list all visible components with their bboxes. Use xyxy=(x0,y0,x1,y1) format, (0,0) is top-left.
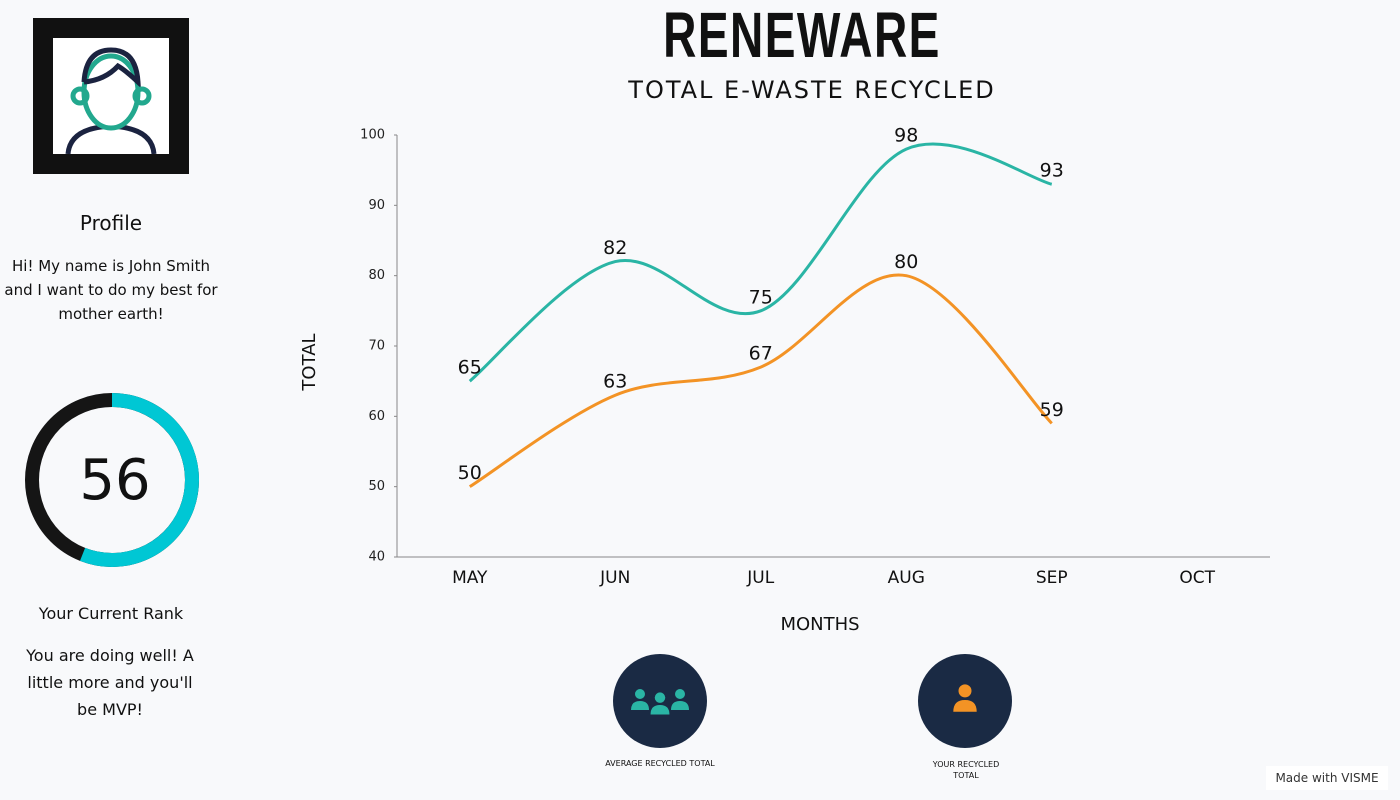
data-label: 98 xyxy=(894,125,918,147)
credit: Made with VISME xyxy=(1266,766,1388,790)
avatar-icon xyxy=(65,47,157,155)
y-tick-label: 70 xyxy=(368,339,385,354)
x-tick-label: SEP xyxy=(1036,568,1068,588)
chart-subtitle: TOTAL E-WASTE RECYCLED xyxy=(627,76,995,104)
profile-heading: Profile xyxy=(79,211,143,235)
legend-icon xyxy=(635,689,645,699)
legend-label: YOUR RECYCLED TOTAL xyxy=(932,760,1000,780)
series-line xyxy=(468,142,1053,383)
data-label: 59 xyxy=(1040,399,1064,421)
y-tick-label: 60 xyxy=(368,409,385,424)
data-label: 50 xyxy=(458,462,482,484)
rank-message: You are doing well! A little more and yo… xyxy=(26,646,194,719)
x-tick-label: JUN xyxy=(599,568,630,588)
x-tick-label: OCT xyxy=(1179,568,1215,588)
data-label: 63 xyxy=(603,371,627,393)
legend-icon xyxy=(671,701,689,710)
legend-icon xyxy=(650,705,670,715)
rank-ring-progress xyxy=(79,393,199,567)
y-tick-label: 40 xyxy=(368,550,385,565)
legend-icon xyxy=(953,700,977,712)
legend-icon xyxy=(631,701,649,710)
data-label: 80 xyxy=(894,251,918,273)
y-tick-label: 80 xyxy=(368,268,385,283)
app-title: RENEWARE xyxy=(663,0,941,71)
data-label: 65 xyxy=(458,357,482,379)
y-tick-label: 90 xyxy=(368,198,385,213)
y-axis-label: TOTAL xyxy=(299,333,320,391)
data-label: 82 xyxy=(603,237,627,259)
rank-caption: Your Current Rank xyxy=(38,604,184,623)
series-line xyxy=(468,273,1053,488)
x-tick-label: MAY xyxy=(452,568,488,588)
x-tick-label: JUL xyxy=(746,568,774,588)
legend-icon xyxy=(675,689,685,699)
x-tick-label: AUG xyxy=(888,568,925,588)
y-tick-label: 100 xyxy=(360,128,385,143)
x-axis-label: MONTHS xyxy=(780,614,859,635)
legend-icon xyxy=(654,692,666,703)
y-tick-label: 50 xyxy=(368,479,385,494)
profile-bio: Hi! My name is John Smith and I want to … xyxy=(4,257,218,323)
data-label: 75 xyxy=(749,286,773,308)
legend-label: AVERAGE RECYCLED TOTAL xyxy=(605,759,715,768)
rank-value: 56 xyxy=(79,448,150,513)
legend-icon xyxy=(958,684,972,698)
data-label: 93 xyxy=(1040,160,1064,182)
data-label: 67 xyxy=(749,343,773,365)
